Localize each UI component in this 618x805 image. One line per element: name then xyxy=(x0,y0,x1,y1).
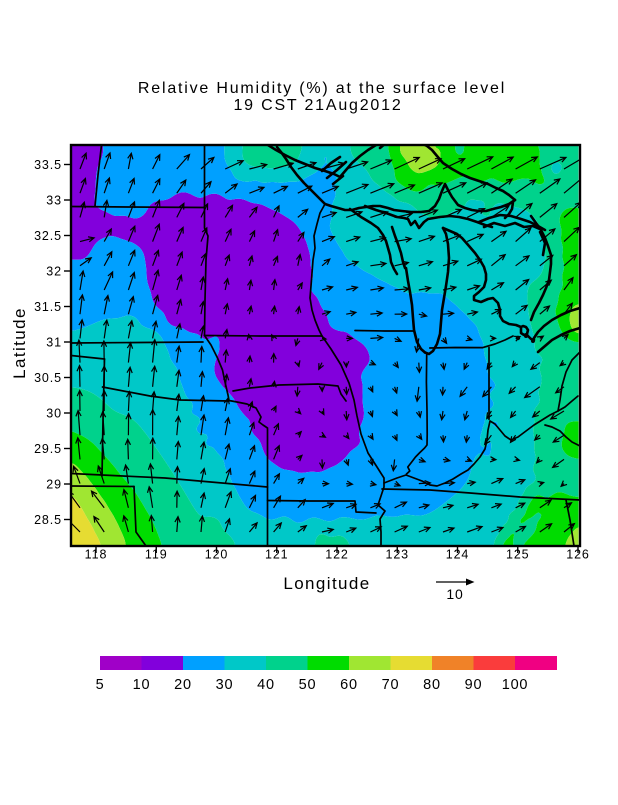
svg-text:32: 32 xyxy=(46,265,62,279)
svg-text:30: 30 xyxy=(216,677,234,693)
svg-text:126: 126 xyxy=(566,548,590,562)
svg-text:29.5: 29.5 xyxy=(34,442,62,456)
svg-text:20: 20 xyxy=(174,677,192,693)
svg-text:40: 40 xyxy=(257,677,275,693)
svg-text:80: 80 xyxy=(423,677,441,693)
svg-text:10: 10 xyxy=(133,677,151,693)
svg-text:Relative Humidity (%) at the s: Relative Humidity (%) at the surface lev… xyxy=(138,80,506,97)
svg-text:70: 70 xyxy=(382,677,400,693)
svg-text:19 CST 21Aug2012: 19 CST 21Aug2012 xyxy=(233,97,402,114)
svg-text:118: 118 xyxy=(85,548,108,562)
svg-text:Longitude: Longitude xyxy=(283,574,370,593)
svg-text:125: 125 xyxy=(506,548,530,562)
svg-text:5: 5 xyxy=(96,677,105,693)
svg-text:29: 29 xyxy=(46,478,62,492)
svg-text:119: 119 xyxy=(145,548,168,562)
svg-text:100: 100 xyxy=(502,677,529,693)
svg-text:33: 33 xyxy=(46,194,62,208)
svg-text:122: 122 xyxy=(325,548,349,562)
svg-text:121: 121 xyxy=(265,548,289,562)
svg-text:Latitude: Latitude xyxy=(10,307,29,379)
svg-text:120: 120 xyxy=(205,548,229,562)
svg-text:30.5: 30.5 xyxy=(34,371,62,385)
svg-text:90: 90 xyxy=(465,677,483,693)
svg-text:10: 10 xyxy=(446,586,463,602)
svg-text:32.5: 32.5 xyxy=(34,229,62,243)
svg-text:60: 60 xyxy=(340,677,358,693)
svg-text:123: 123 xyxy=(385,548,409,562)
svg-text:30: 30 xyxy=(46,407,62,421)
svg-text:50: 50 xyxy=(299,677,317,693)
svg-text:28.5: 28.5 xyxy=(34,513,62,527)
svg-text:31: 31 xyxy=(46,336,62,350)
svg-text:33.5: 33.5 xyxy=(34,158,62,172)
svg-text:31.5: 31.5 xyxy=(34,300,62,314)
svg-text:124: 124 xyxy=(446,548,470,562)
